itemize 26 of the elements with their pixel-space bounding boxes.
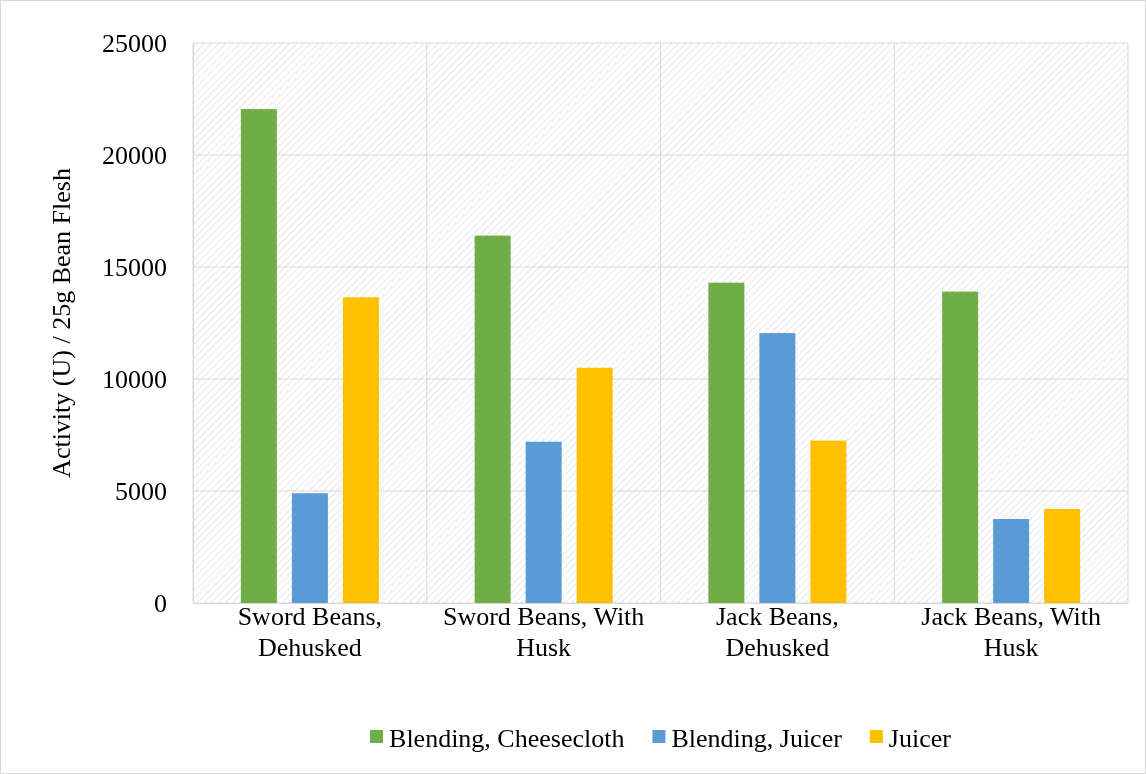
y-tick-label: 5000 bbox=[115, 476, 167, 506]
bar bbox=[810, 440, 847, 603]
x-tick-label: Jack Beans, With Husk bbox=[921, 602, 1101, 663]
y-tick-label: 0 bbox=[154, 588, 167, 618]
x-tick-label: Sword Beans, Dehusked bbox=[237, 602, 383, 663]
bar bbox=[708, 282, 745, 603]
x-tick-label: Jack Beans, Dehusked bbox=[716, 602, 839, 663]
bar bbox=[474, 235, 511, 603]
legend-label: Blending, Cheesecloth bbox=[389, 724, 625, 754]
bar bbox=[1044, 508, 1081, 603]
bar bbox=[993, 519, 1030, 603]
y-tick-label: 10000 bbox=[102, 364, 167, 394]
x-tick-label: Sword Beans, With Husk bbox=[442, 602, 645, 663]
y-axis-title: Activity (U) / 25g Bean Flesh bbox=[47, 168, 76, 478]
bar bbox=[291, 493, 328, 603]
legend-label: Juicer bbox=[888, 724, 952, 754]
bar bbox=[576, 367, 613, 603]
y-tick-label: 15000 bbox=[102, 252, 167, 282]
bar bbox=[759, 333, 796, 603]
bar bbox=[942, 291, 979, 603]
legend-label: Blending, Juicer bbox=[671, 724, 843, 754]
bar bbox=[240, 109, 277, 603]
bar bbox=[525, 441, 562, 603]
y-tick-label: 25000 bbox=[102, 28, 167, 58]
y-tick-label: 20000 bbox=[102, 140, 167, 170]
bar bbox=[342, 297, 379, 603]
